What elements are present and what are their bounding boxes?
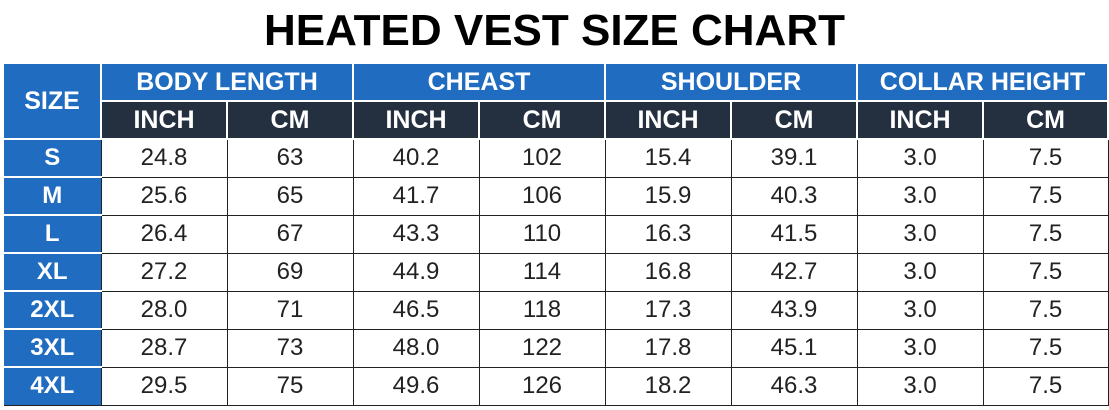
table-cell: 7.5 (982, 328, 1109, 368)
table-cell: 27.2 (100, 252, 228, 292)
unit-header-row: INCH CM INCH CM INCH CM INCH CM (3, 100, 1109, 140)
size-label: XL (2, 252, 102, 292)
group-header-collar-height: COLLAR HEIGHT (856, 62, 1109, 102)
table-row: M 25.6 65 41.7 106 15.9 40.3 3.0 7.5 (2, 176, 1109, 216)
table-cell: 114 (478, 252, 606, 292)
size-label: 4XL (2, 366, 102, 406)
table-cell: 25.6 (100, 176, 228, 216)
table-cell: 75 (226, 366, 354, 406)
table-row: L 26.4 67 43.3 110 16.3 41.5 3.0 7.5 (2, 214, 1109, 254)
table-cell: 15.4 (604, 138, 732, 178)
table-cell: 44.9 (352, 252, 480, 292)
table-cell: 43.9 (730, 290, 858, 330)
unit-header: CM (982, 100, 1109, 140)
table-cell: 28.7 (100, 328, 228, 368)
table-cell: 29.5 (100, 366, 228, 406)
table-cell: 43.3 (352, 214, 480, 254)
table-cell: 3.0 (856, 252, 984, 292)
table-cell: 42.7 (730, 252, 858, 292)
unit-header: CM (477, 100, 607, 140)
table-row: S 24.8 63 40.2 102 15.4 39.1 3.0 7.5 (2, 138, 1109, 178)
table-cell: 106 (478, 176, 606, 216)
group-header-chest: CHEAST (351, 62, 607, 102)
table-cell: 17.8 (604, 328, 732, 368)
table-cell: 16.8 (604, 252, 732, 292)
table-cell: 46.3 (730, 366, 858, 406)
unit-header: CM (226, 100, 354, 140)
table-cell: 110 (478, 214, 606, 254)
table-cell: 40.3 (730, 176, 858, 216)
group-header-row: SIZE BODY LENGTH CHEAST SHOULDER COLLAR … (2, 62, 1109, 140)
table-body: S 24.8 63 40.2 102 15.4 39.1 3.0 7.5 M 2… (2, 138, 1109, 406)
table-cell: 49.6 (352, 366, 480, 406)
unit-header: INCH (604, 100, 733, 140)
table-cell: 3.0 (856, 290, 984, 330)
table-cell: 48.0 (352, 328, 480, 368)
table-cell: 118 (478, 290, 606, 330)
table-cell: 67 (226, 214, 354, 254)
size-column-header: SIZE (2, 62, 102, 140)
table-cell: 28.0 (100, 290, 228, 330)
table-cell: 3.0 (856, 176, 984, 216)
table-cell: 41.5 (730, 214, 858, 254)
table-cell: 7.5 (982, 366, 1109, 406)
table-cell: 41.7 (352, 176, 480, 216)
table-cell: 102 (478, 138, 606, 178)
table-cell: 15.9 (604, 176, 732, 216)
unit-header: CM (730, 100, 859, 140)
group-header-shoulder: SHOULDER (604, 62, 859, 102)
size-table: SIZE BODY LENGTH CHEAST SHOULDER COLLAR … (2, 62, 1109, 406)
unit-header: INCH (100, 100, 228, 140)
size-label: L (2, 214, 102, 254)
table-cell: 122 (478, 328, 606, 368)
table-row: 2XL 28.0 71 46.5 118 17.3 43.9 3.0 7.5 (2, 290, 1109, 330)
table-cell: 7.5 (982, 214, 1109, 254)
table-cell: 39.1 (730, 138, 858, 178)
table-row: 4XL 29.5 75 49.6 126 18.2 46.3 3.0 7.5 (2, 366, 1109, 406)
size-label: 3XL (2, 328, 102, 368)
table-cell: 3.0 (856, 328, 984, 368)
table-cell: 17.3 (604, 290, 732, 330)
table-cell: 40.2 (352, 138, 480, 178)
size-label: S (2, 138, 102, 178)
table-row: 3XL 28.7 73 48.0 122 17.8 45.1 3.0 7.5 (2, 328, 1109, 368)
table-cell: 63 (226, 138, 354, 178)
table-cell: 69 (226, 252, 354, 292)
table-cell: 7.5 (982, 138, 1109, 178)
unit-header: INCH (352, 100, 480, 140)
table-row: XL 27.2 69 44.9 114 16.8 42.7 3.0 7.5 (2, 252, 1109, 292)
table-cell: 26.4 (100, 214, 228, 254)
table-cell: 126 (478, 366, 606, 406)
table-cell: 45.1 (730, 328, 858, 368)
group-header-body-length: BODY LENGTH (100, 62, 354, 102)
table-cell: 46.5 (352, 290, 480, 330)
table-cell: 73 (226, 328, 354, 368)
table-cell: 18.2 (604, 366, 732, 406)
size-label: M (2, 176, 102, 216)
table-cell: 3.0 (856, 366, 984, 406)
table-cell: 16.3 (604, 214, 732, 254)
table-cell: 71 (226, 290, 354, 330)
table-cell: 24.8 (100, 138, 228, 178)
table-cell: 7.5 (982, 252, 1109, 292)
table-cell: 7.5 (982, 290, 1109, 330)
size-label: 2XL (2, 290, 102, 330)
chart-title: HEATED VEST SIZE CHART (263, 6, 845, 55)
table-cell: 3.0 (856, 138, 984, 178)
table-cell: 65 (226, 176, 354, 216)
unit-header: INCH (856, 100, 985, 140)
table-cell: 7.5 (982, 176, 1109, 216)
table-cell: 3.0 (856, 214, 984, 254)
